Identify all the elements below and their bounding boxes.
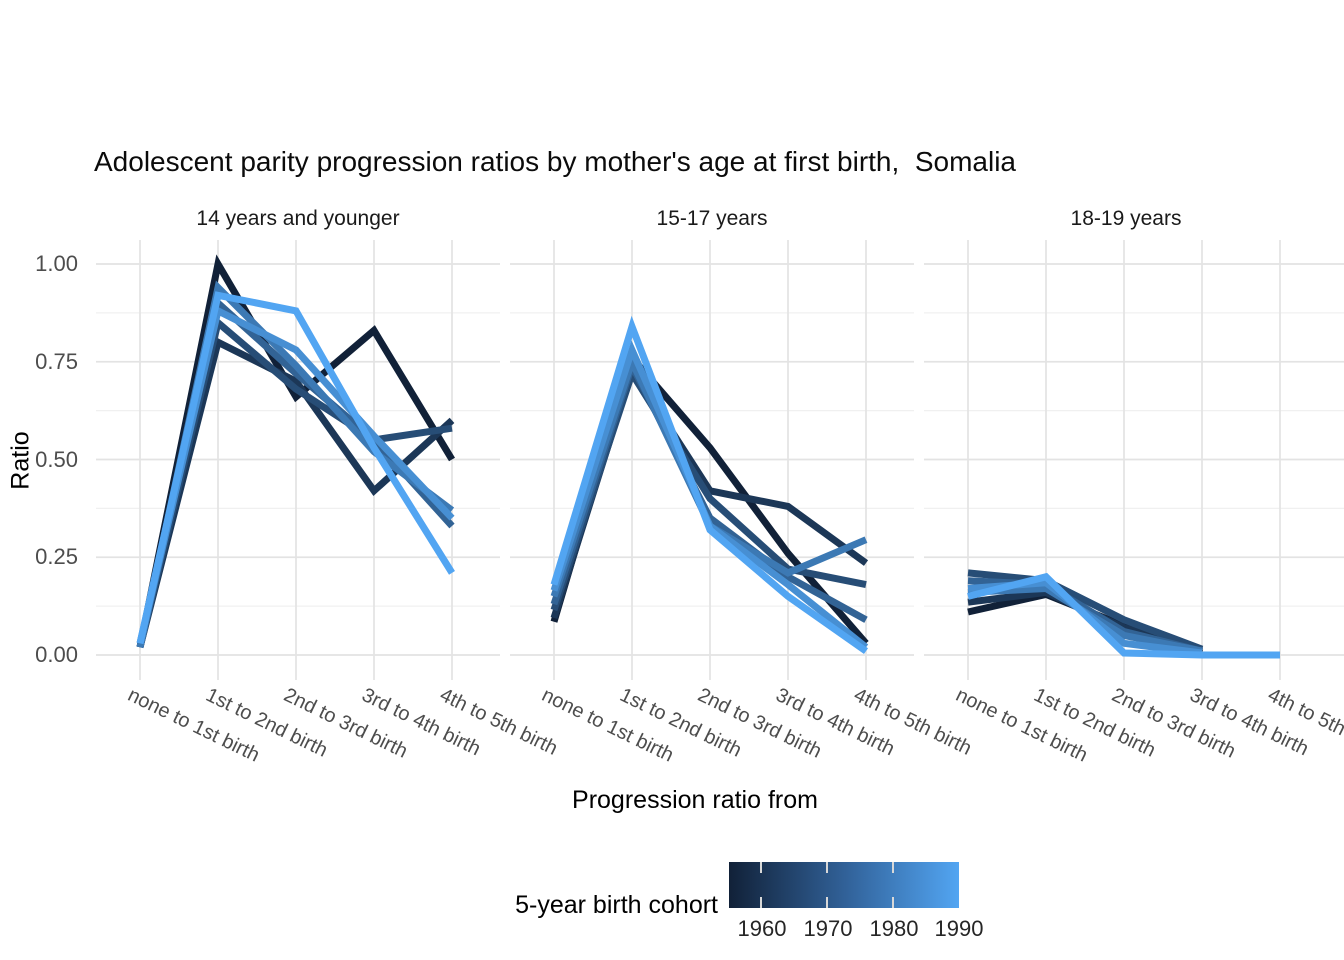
legend-title: 5-year birth cohort	[515, 891, 718, 919]
legend-tick-1960	[760, 897, 762, 908]
legend-label-1970: 1970	[803, 916, 853, 941]
facet-panel	[96, 240, 500, 680]
legend-label-1960: 1960	[737, 916, 787, 941]
x-tick-label: none to 1st birth	[538, 684, 677, 767]
x-axis-title: Progression ratio from	[572, 786, 818, 814]
facet-strip-label: 15-17 years	[656, 207, 768, 230]
facet-strip-label: 18-19 years	[1070, 207, 1182, 230]
y-axis-title: Ratio	[6, 431, 35, 490]
facet-panel	[924, 240, 1344, 680]
y-tick-0.25: 0.25	[35, 544, 78, 569]
chart-title: Adolescent parity progression ratios by …	[94, 146, 1016, 177]
facet-panel	[510, 240, 914, 680]
series-line-1990	[136, 291, 455, 645]
legend-tick-1980	[892, 862, 894, 873]
series-line-1990	[967, 572, 1280, 659]
facet-strip-label: 14 years and younger	[196, 207, 400, 230]
y-tick-0.50: 0.50	[35, 447, 78, 472]
legend-gradient-bar	[729, 862, 959, 908]
x-tick-label: none to 1st birth	[952, 684, 1091, 767]
series-line-1990	[550, 315, 869, 654]
legend-tick-1970	[826, 897, 828, 908]
legend-tick-1970	[826, 862, 828, 873]
y-tick-1.00: 1.00	[35, 251, 78, 276]
y-tick-0.00: 0.00	[35, 642, 78, 667]
y-tick-0.75: 0.75	[35, 349, 78, 374]
legend-tick-1960	[760, 862, 762, 873]
legend-label-1990: 1990	[934, 916, 984, 941]
legend-label-1980: 1980	[869, 916, 919, 941]
x-tick-label: none to 1st birth	[124, 684, 263, 767]
series-line-1970	[967, 569, 1204, 653]
legend-tick-1980	[892, 897, 894, 908]
